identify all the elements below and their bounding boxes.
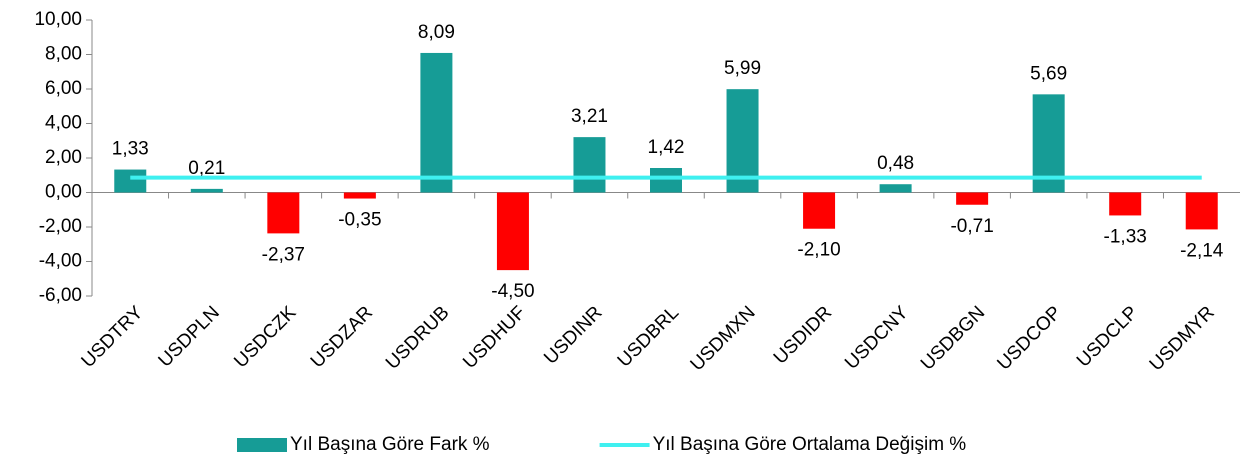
data-label: -4,50 <box>491 281 534 302</box>
data-label: 5,69 <box>1030 63 1067 84</box>
bar <box>114 169 147 193</box>
legend-swatch <box>237 438 287 452</box>
data-label: 0,21 <box>188 158 225 179</box>
x-tick-label: USDCOP <box>993 302 1065 374</box>
y-tick-label: -2,00 <box>39 216 82 237</box>
bar <box>496 192 529 271</box>
x-tick-label: USDMXN <box>687 302 760 375</box>
x-tick-label: USDINR <box>540 302 606 368</box>
y-tick-label: 4,00 <box>45 113 82 134</box>
bar <box>956 192 989 205</box>
bar <box>1185 192 1218 230</box>
bar <box>1109 192 1142 216</box>
bar <box>190 188 223 193</box>
bar <box>879 184 912 193</box>
bar <box>650 168 682 193</box>
y-tick-label: 8,00 <box>45 44 82 65</box>
x-tick-label: USDTRY <box>77 302 147 372</box>
data-label: -1,33 <box>1104 226 1147 247</box>
x-tick-label: USDPLN <box>155 302 224 371</box>
data-label: -2,14 <box>1180 240 1224 261</box>
data-label: 8,09 <box>418 22 455 43</box>
y-tick-label: -6,00 <box>39 285 82 306</box>
y-tick-label: 6,00 <box>45 78 82 99</box>
x-tick-label: USDIDR <box>770 302 836 368</box>
bar <box>573 137 606 193</box>
data-label: 3,21 <box>571 106 608 127</box>
bar <box>267 192 300 234</box>
data-label: -2,37 <box>262 244 305 265</box>
data-label: 0,48 <box>877 153 914 174</box>
x-tick-label: USDMYR <box>1146 302 1219 375</box>
x-tick-label: USDZAR <box>307 302 377 372</box>
x-tick-label: USDRUB <box>382 302 454 374</box>
data-label: 1,42 <box>648 137 685 158</box>
y-tick-label: 10,00 <box>34 9 82 30</box>
y-tick-label: 2,00 <box>45 147 82 168</box>
data-label: -2,10 <box>797 240 840 261</box>
x-tick-label: USDBGN <box>917 302 989 374</box>
legend-label: Yıl Başına Göre Ortalama Değişim % <box>653 434 967 455</box>
x-tick-label: USDCNY <box>841 302 913 374</box>
y-tick-label: 0,00 <box>45 182 82 203</box>
data-label: 1,33 <box>112 139 149 160</box>
x-tick-label: USDBRL <box>614 302 683 371</box>
data-label: -0,71 <box>950 216 993 237</box>
bar <box>420 52 453 193</box>
data-label: 5,99 <box>724 58 761 79</box>
bar <box>803 192 836 229</box>
bar <box>343 192 376 199</box>
legend-label: Yıl Başına Göre Fark % <box>290 434 490 455</box>
x-tick-label: USDCLP <box>1073 302 1142 371</box>
y-tick-label: -4,00 <box>39 251 82 272</box>
bar <box>726 89 759 193</box>
x-tick-label: USDHUF <box>459 302 530 373</box>
x-tick-label: USDCZK <box>230 302 300 372</box>
data-label: -0,35 <box>338 210 381 231</box>
